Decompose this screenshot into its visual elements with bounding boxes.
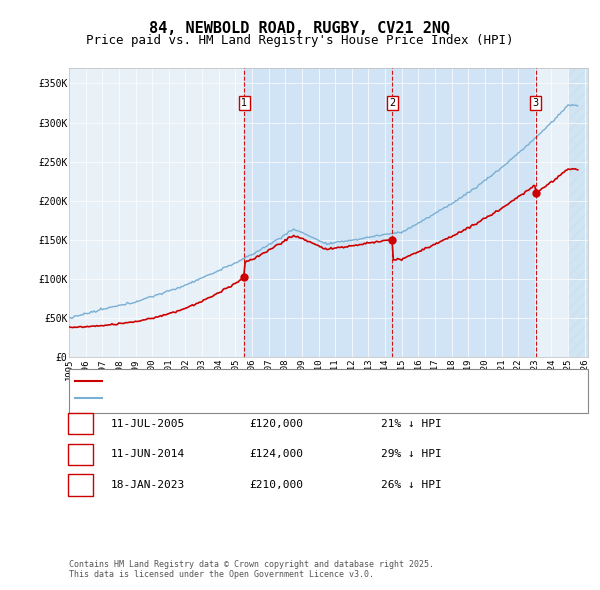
Text: 3: 3 [532, 98, 539, 108]
Text: 3: 3 [77, 480, 84, 490]
Bar [392, 68, 536, 357]
Text: Price paid vs. HM Land Registry's House Price Index (HPI): Price paid vs. HM Land Registry's House … [86, 34, 514, 47]
Bar [568, 68, 588, 357]
Text: 11-JUL-2005: 11-JUL-2005 [111, 419, 185, 429]
Text: 84, NEWBOLD ROAD, RUGBY, CV21 2NQ: 84, NEWBOLD ROAD, RUGBY, CV21 2NQ [149, 21, 451, 35]
Text: 1: 1 [77, 419, 84, 429]
Text: £210,000: £210,000 [249, 480, 303, 490]
Text: 2: 2 [389, 98, 395, 108]
Text: 1: 1 [241, 98, 247, 108]
Text: Contains HM Land Registry data © Crown copyright and database right 2025.
This d: Contains HM Land Registry data © Crown c… [69, 560, 434, 579]
Text: 21% ↓ HPI: 21% ↓ HPI [381, 419, 442, 429]
Text: 2: 2 [77, 450, 84, 460]
Text: 18-JAN-2023: 18-JAN-2023 [111, 480, 185, 490]
Text: £124,000: £124,000 [249, 450, 303, 460]
Text: 11-JUN-2014: 11-JUN-2014 [111, 450, 185, 460]
Text: HPI: Average price, semi-detached house, Rugby: HPI: Average price, semi-detached house,… [108, 394, 384, 403]
Text: £120,000: £120,000 [249, 419, 303, 429]
Text: 84, NEWBOLD ROAD, RUGBY, CV21 2NQ (semi-detached house): 84, NEWBOLD ROAD, RUGBY, CV21 2NQ (semi-… [108, 376, 438, 385]
Bar [244, 68, 392, 357]
Text: 29% ↓ HPI: 29% ↓ HPI [381, 450, 442, 460]
Text: 26% ↓ HPI: 26% ↓ HPI [381, 480, 442, 490]
